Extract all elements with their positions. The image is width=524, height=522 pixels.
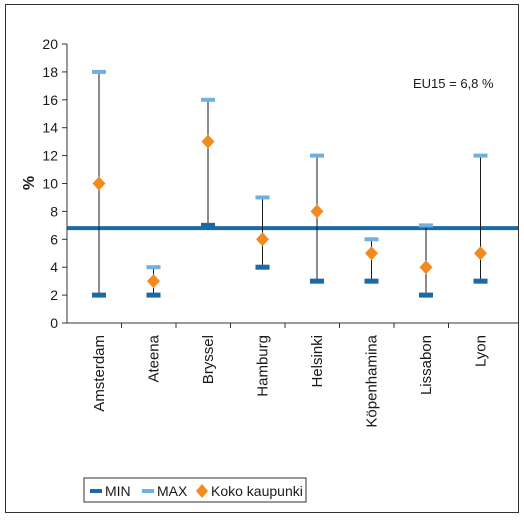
x-tick-label: Köpenhamina bbox=[364, 334, 381, 427]
legend-swatch-min bbox=[90, 489, 102, 493]
max-marker bbox=[255, 195, 270, 200]
legend: MIN MAX Koko kaupunki bbox=[83, 477, 307, 503]
legend-swatch-point bbox=[196, 484, 208, 498]
max-marker bbox=[201, 97, 215, 102]
city-point-marker bbox=[92, 176, 106, 191]
y-tick-label: 20 bbox=[42, 36, 58, 52]
y-axis-label: % bbox=[21, 176, 38, 190]
min-marker bbox=[419, 292, 433, 298]
max-marker bbox=[92, 69, 106, 74]
x-tick-label: Lyon bbox=[473, 335, 490, 367]
y-tick-label: 0 bbox=[50, 315, 58, 331]
min-marker bbox=[255, 264, 270, 270]
x-tick-label: Amsterdam bbox=[91, 335, 108, 412]
legend-label-min: MIN bbox=[105, 483, 131, 499]
legend-box bbox=[83, 477, 307, 503]
chart-border bbox=[5, 4, 519, 513]
city-point-marker bbox=[474, 246, 487, 261]
city-point-marker bbox=[365, 246, 378, 261]
y-tick-label: 8 bbox=[50, 203, 58, 219]
city-point-marker bbox=[147, 274, 160, 289]
min-marker bbox=[92, 292, 106, 298]
max-marker bbox=[473, 153, 488, 158]
min-marker bbox=[146, 292, 161, 298]
min-marker bbox=[201, 222, 215, 228]
y-tick-label: 6 bbox=[50, 231, 58, 247]
legend-label-max: MAX bbox=[157, 483, 188, 499]
x-tick-label: Lissabon bbox=[418, 335, 435, 395]
y-tick-label: 14 bbox=[42, 120, 58, 136]
x-tick-label: Hamburg bbox=[255, 335, 272, 397]
y-tick-label: 2 bbox=[50, 287, 58, 303]
city-point-marker bbox=[310, 204, 324, 219]
y-tick-label: 10 bbox=[42, 176, 58, 192]
x-tick-label: Bryssel bbox=[200, 335, 217, 384]
max-marker bbox=[146, 265, 161, 270]
legend-swatch-max bbox=[142, 489, 154, 493]
max-marker bbox=[364, 237, 379, 242]
max-marker bbox=[419, 223, 433, 228]
legend-label-point: Koko kaupunki bbox=[211, 483, 303, 499]
city-point-marker bbox=[201, 134, 215, 149]
min-marker bbox=[473, 278, 488, 284]
city-point-marker bbox=[419, 260, 433, 275]
city-point-marker bbox=[256, 232, 269, 247]
min-marker bbox=[364, 278, 379, 284]
reference-line-label: EU15 = 6,8 % bbox=[413, 76, 494, 91]
y-tick-label: 4 bbox=[50, 259, 58, 275]
y-tick-label: 16 bbox=[42, 92, 58, 108]
min-marker bbox=[310, 278, 324, 284]
y-tick-label: 12 bbox=[42, 148, 58, 164]
x-tick-label: Helsinki bbox=[309, 335, 326, 388]
x-tick-label: Ateena bbox=[146, 334, 163, 382]
max-marker bbox=[310, 153, 324, 158]
y-tick-label: 18 bbox=[42, 64, 58, 80]
